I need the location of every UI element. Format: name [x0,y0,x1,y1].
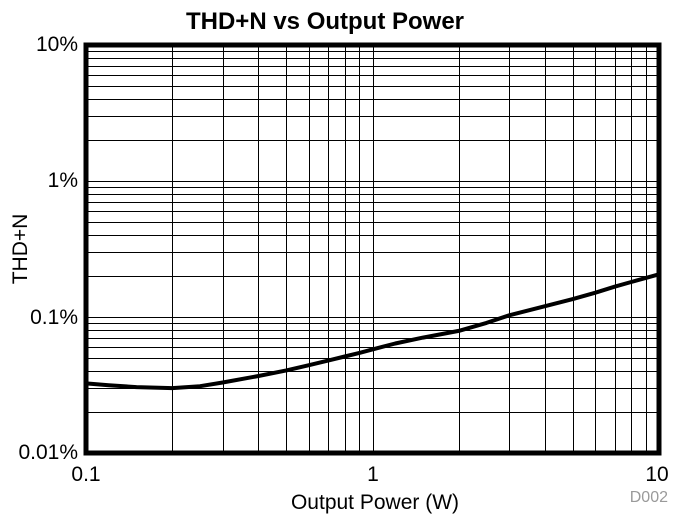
y-tick-1pct: 1% [47,169,78,192]
figure-id-watermark: D002 [629,489,668,506]
y-tick-0p01pct: 0.01% [18,441,78,464]
y-tick-10pct: 10% [35,33,78,56]
x-tick-10: 10 [645,463,669,486]
x-tick-0p1: 0.1 [71,463,101,486]
x-tick-1: 1 [367,463,379,486]
y-axis-title: THD+N [9,213,32,285]
chart-title: THD+N vs Output Power [185,8,465,35]
grid-lines [86,45,659,453]
x-axis-title: Output Power (W) [290,491,460,514]
thd-curve [84,272,661,391]
plot-frame [83,42,662,456]
y-tick-0p1pct: 0.1% [30,306,78,329]
